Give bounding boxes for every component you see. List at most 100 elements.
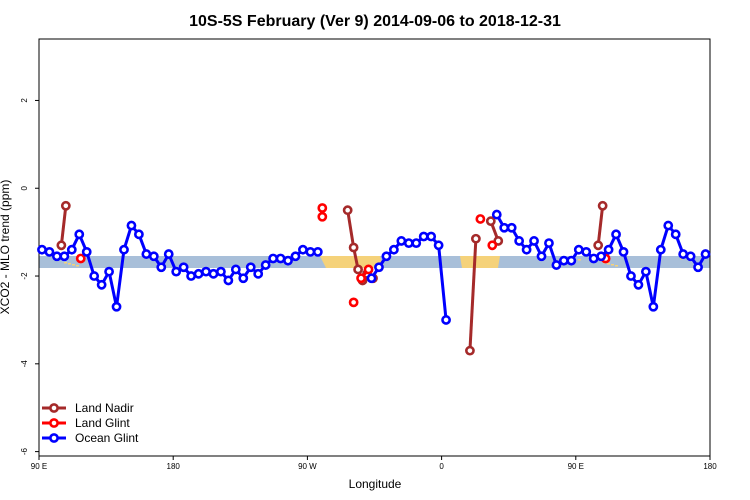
ocean-glint-point (633, 279, 644, 290)
series-ocean-glint (37, 209, 711, 325)
land-nadir-point (348, 242, 359, 253)
island-mark (76, 265, 79, 267)
x-tick-label: 90 W (298, 462, 317, 471)
land-nadir-point (593, 240, 604, 251)
ocean-glint-point (156, 262, 167, 273)
land-nadir-point (465, 345, 475, 356)
ocean-glint-point (44, 246, 55, 257)
ocean-glint-point (134, 229, 144, 240)
legend-label-land-nadir: Land Nadir (75, 401, 134, 415)
island-mark (64, 262, 67, 264)
land-nadir-line (468, 238, 478, 351)
ocean-glint-point (506, 222, 517, 233)
ocean-glint-point (305, 246, 316, 257)
ocean-glint-point (268, 253, 279, 264)
ocean-glint-point (514, 236, 525, 246)
ocean-glint-point (648, 301, 659, 312)
ocean-glint-point (290, 251, 301, 262)
ocean-glint-point (298, 244, 308, 255)
ocean-glint-point (626, 271, 636, 281)
series-layer (37, 200, 711, 356)
ocean-glint-point (193, 268, 204, 279)
ocean-glint-point (426, 231, 437, 242)
ocean-glint-point (59, 251, 70, 262)
land-nadir-point (485, 216, 496, 227)
ocean-glint-point (611, 229, 621, 240)
ocean-glint-point (260, 260, 271, 270)
ocean-glint-point (529, 236, 539, 246)
ocean-glint-point (655, 244, 666, 255)
ocean-glint-point (208, 268, 219, 279)
land-glint-point (75, 253, 86, 264)
ocean-glint-point (678, 249, 689, 259)
ocean-glint-point (381, 251, 392, 262)
ocean-glint-point (178, 262, 189, 273)
ocean-glint-point (499, 222, 510, 233)
ocean-glint-point (186, 271, 196, 281)
ocean-glint-point (521, 244, 532, 255)
ocean-glint-point (104, 266, 114, 277)
ocean-glint-point (581, 246, 592, 257)
x-tick-label: 180 (703, 462, 717, 471)
ocean-glint-point (275, 253, 286, 264)
island-mark (680, 258, 683, 260)
island-mark (615, 265, 618, 267)
ocean-glint-point (551, 260, 562, 270)
legend-swatch-marker (49, 433, 59, 443)
x-tick-label: 0 (439, 462, 444, 471)
y-tick-label: 2 (20, 98, 29, 103)
ocean-glint-point (37, 244, 47, 255)
ocean-glint-point (573, 244, 584, 255)
x-tick-label: 90 E (31, 462, 47, 471)
ocean-glint-point (223, 275, 234, 286)
x-axis-label: Longitude (349, 477, 402, 491)
ocean-glint-point (141, 249, 152, 259)
y-tick-label: -4 (20, 360, 29, 368)
ocean-glint-line (370, 235, 448, 321)
ocean-glint-point (74, 229, 85, 240)
ocean-glint-point (618, 246, 629, 257)
legend-label-ocean-glint: Ocean Glint (75, 431, 139, 445)
x-tick-label: 180 (167, 462, 181, 471)
x-axis: 90 E 180 90 W 0 90 E 180 (31, 456, 717, 471)
legend-swatch-marker (49, 418, 59, 428)
ocean-glint-point (201, 266, 211, 277)
land-nadir-point (493, 236, 504, 246)
y-tick-label: -2 (20, 272, 29, 280)
ocean-glint-point (558, 255, 569, 266)
island-mark (607, 263, 610, 265)
ocean-glint-point (89, 271, 100, 281)
land-nadir-point (597, 200, 608, 211)
ocean-glint-point (238, 273, 249, 284)
ocean-glint-point (148, 251, 159, 262)
series-land-nadir (56, 200, 608, 356)
land-nadir-point (353, 264, 363, 275)
ocean-glint-point (119, 244, 129, 255)
ocean-glint-point (700, 249, 711, 259)
island-mark (72, 264, 75, 266)
ocean-glint-point (491, 209, 502, 220)
ocean-glint-point (596, 251, 607, 262)
land-nadir-point (60, 200, 71, 211)
ocean-glint-point (411, 238, 422, 249)
ocean-glint-point (663, 220, 674, 231)
land-glint-point (317, 211, 328, 222)
y-axis: -6 -4 -2 0 2 (20, 98, 39, 455)
land-strip (460, 256, 500, 268)
land-glint-point (317, 203, 328, 213)
ocean-glint-point (283, 255, 293, 266)
ocean-glint-point (51, 251, 62, 262)
ocean-glint-point (374, 262, 384, 273)
ocean-glint-point (433, 240, 444, 251)
ocean-glint-point (96, 279, 107, 290)
y-tick-label: 0 (20, 185, 29, 190)
legend-swatch-marker (49, 403, 59, 413)
ocean-glint-point (245, 262, 256, 273)
ocean-glint-point (216, 266, 226, 277)
ocean-glint-point (544, 238, 554, 249)
x-tick-label: 90 E (568, 462, 584, 471)
ocean-glint-point (126, 220, 137, 231)
ocean-glint-point (66, 244, 77, 255)
